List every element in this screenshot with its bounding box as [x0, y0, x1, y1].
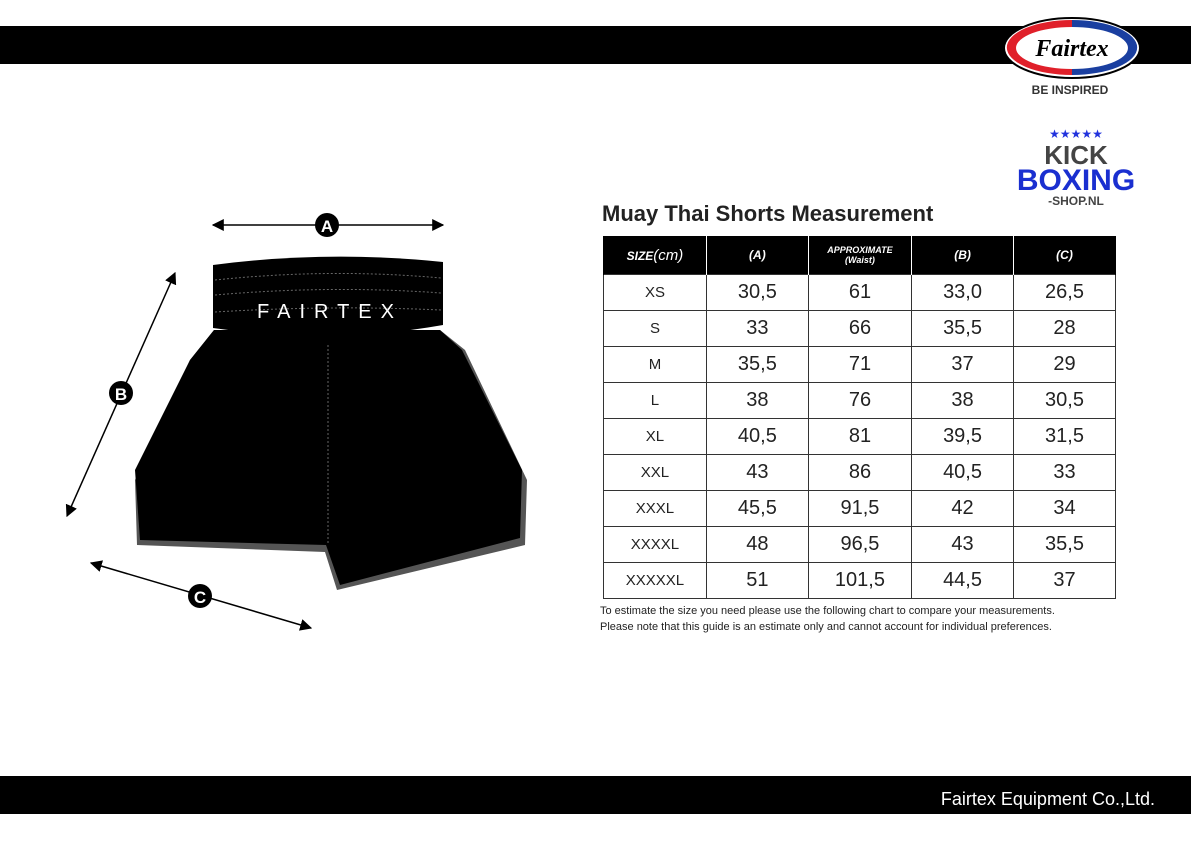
table-row: S 33 66 35,5 28 [603, 310, 1116, 347]
value-cell: 86 [807, 454, 913, 491]
table-row: M 35,5 71 37 29 [603, 346, 1116, 383]
value-cell: 35,5 [705, 346, 809, 383]
size-cell: L [603, 382, 707, 419]
top-bar [0, 26, 1191, 64]
table-row: XXXL 45,5 91,5 42 34 [603, 490, 1116, 527]
svg-text:-SHOP.NL: -SHOP.NL [1048, 194, 1104, 208]
table-row: XXL 43 86 40,5 33 [603, 454, 1116, 491]
svg-text:KICK: KICK [1044, 140, 1108, 170]
size-table: SIZE(cm) (A) APPROXIMATE (Waist) (B) (C) … [603, 236, 1116, 599]
value-cell: 76 [807, 382, 913, 419]
value-cell: 96,5 [807, 526, 913, 563]
value-cell: 71 [807, 346, 913, 383]
size-cell: XXXXL [603, 526, 707, 563]
value-cell: 101,5 [807, 562, 913, 599]
value-cell: 34 [1013, 490, 1116, 527]
waistband-text: FAIRTEX [257, 301, 403, 323]
chart-title: Muay Thai Shorts Measurement [602, 201, 934, 226]
bottom-bar [0, 776, 1191, 814]
table-row: XL 40,5 81 39,5 31,5 [603, 418, 1116, 455]
value-cell: 40,5 [911, 454, 1015, 491]
value-cell: 91,5 [807, 490, 913, 527]
value-cell: 43 [911, 526, 1015, 563]
value-cell: 29 [1013, 346, 1116, 383]
svg-text:Fairtex: Fairtex [1034, 36, 1108, 62]
value-cell: 33 [1013, 454, 1116, 491]
table-header: SIZE(cm) (A) APPROXIMATE (Waist) (B) (C) [603, 236, 1116, 275]
kickboxing-shop-logo: ★★★★★ KICK BOXING -SHOP.NL [1017, 127, 1135, 208]
value-cell: 38 [911, 382, 1015, 419]
value-cell: 38 [705, 382, 809, 419]
value-cell: 81 [807, 418, 913, 455]
value-cell: 37 [1013, 562, 1116, 599]
value-cell: 40,5 [705, 418, 809, 455]
header-waist: APPROXIMATE (Waist) [807, 236, 913, 275]
value-cell: 35,5 [911, 310, 1015, 347]
shorts-diagram: FAIRTEX A B C [65, 213, 527, 631]
value-cell: 30,5 [705, 274, 809, 311]
size-cell: XS [603, 274, 707, 311]
value-cell: 45,5 [705, 490, 809, 527]
note-line-1: To estimate the size you need please use… [600, 605, 1055, 617]
size-cell: M [603, 346, 707, 383]
svg-text:BE INSPIRED: BE INSPIRED [1032, 83, 1109, 97]
svg-text:★★★★★: ★★★★★ [1049, 127, 1103, 141]
size-cell: XXXL [603, 490, 707, 527]
table-row: XXXXXL 51 101,5 44,5 37 [603, 562, 1116, 599]
value-cell: 35,5 [1013, 526, 1116, 563]
table-row: XXXXL 48 96,5 43 35,5 [603, 526, 1116, 563]
value-cell: 26,5 [1013, 274, 1116, 311]
size-cell: XXL [603, 454, 707, 491]
header-size: SIZE(cm) [603, 236, 707, 275]
table-row: XS 30,5 61 33,0 26,5 [603, 274, 1116, 311]
company-name: Fairtex Equipment Co.,Ltd. [940, 789, 1155, 809]
value-cell: 42 [911, 490, 1015, 527]
fairtex-logo: Fairtex BE INSPIRED [1003, 17, 1141, 97]
value-cell: 37 [911, 346, 1015, 383]
label-a: A [321, 217, 333, 236]
value-cell: 51 [705, 562, 809, 599]
header-a: (A) [705, 236, 809, 275]
value-cell: 31,5 [1013, 418, 1116, 455]
size-cell: S [603, 310, 707, 347]
value-cell: 61 [807, 274, 913, 311]
svg-text:BOXING: BOXING [1017, 164, 1135, 197]
value-cell: 43 [705, 454, 809, 491]
value-cell: 44,5 [911, 562, 1015, 599]
size-cell: XXXXXL [603, 562, 707, 599]
value-cell: 66 [807, 310, 913, 347]
label-b: B [115, 385, 127, 404]
value-cell: 28 [1013, 310, 1116, 347]
header-c: (C) [1013, 236, 1116, 275]
value-cell: 33,0 [911, 274, 1015, 311]
value-cell: 39,5 [911, 418, 1015, 455]
header-b: (B) [911, 236, 1015, 275]
label-c: C [194, 588, 206, 607]
value-cell: 30,5 [1013, 382, 1116, 419]
value-cell: 33 [705, 310, 809, 347]
value-cell: 48 [705, 526, 809, 563]
table-row: L 38 76 38 30,5 [603, 382, 1116, 419]
note-line-2: Please note that this guide is an estima… [600, 621, 1052, 633]
size-cell: XL [603, 418, 707, 455]
